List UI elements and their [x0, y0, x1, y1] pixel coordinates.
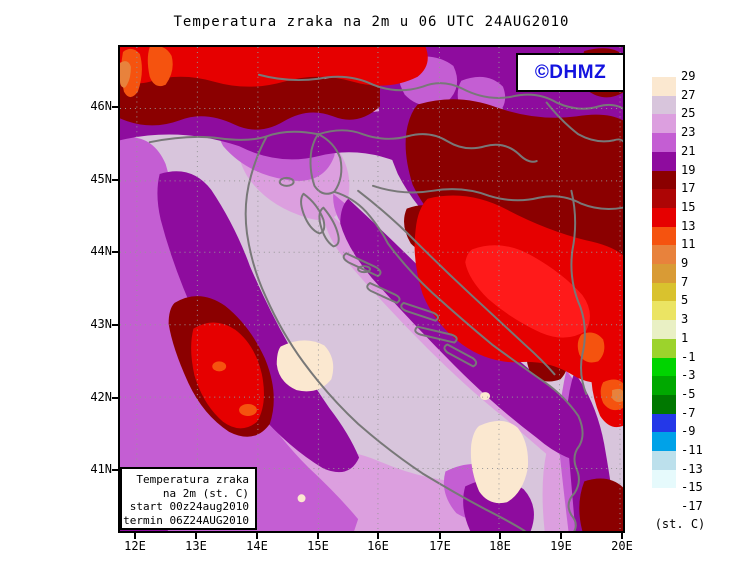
- colorbar-tick--1: -1: [681, 349, 696, 364]
- lat-tick: [112, 397, 118, 399]
- colorbar-block-cm3_m1: [652, 357, 676, 377]
- colorbar-tick-11: 11: [681, 237, 696, 252]
- colorbar-tick--3: -3: [681, 368, 696, 383]
- run-info-line-1: Temperatura zraka: [136, 473, 249, 486]
- colorbar-block-c13_15: [652, 207, 676, 228]
- colorbar-tick--15: -15: [681, 480, 703, 495]
- colorbar-tick-13: 13: [681, 218, 696, 233]
- run-info-line-4: termin 06Z24AUG2010: [123, 513, 249, 527]
- lon-label-18E: 18E: [489, 539, 511, 553]
- colorbar-tick--13: -13: [681, 461, 703, 476]
- lon-tick: [317, 533, 319, 539]
- region-9-11: [120, 61, 623, 403]
- colorbar-block-c15_17: [652, 189, 676, 209]
- colorbar-block-cm17_m15: [652, 488, 676, 508]
- colorbar-block-c9_11: [652, 245, 676, 265]
- lon-tick: [499, 533, 501, 539]
- lat-tick: [112, 469, 118, 471]
- lat-tick: [112, 324, 118, 326]
- colorbar-tick-15: 15: [681, 199, 696, 214]
- colorbar-tick-3: 3: [681, 312, 689, 327]
- colorbar-tick--5: -5: [681, 386, 696, 401]
- lat-label-41N: 41N: [90, 462, 112, 476]
- colorbar-block-c23_25: [652, 114, 676, 134]
- colorbar-block-cm15_m13: [652, 469, 676, 489]
- colorbar-tick-19: 19: [681, 162, 696, 177]
- colorbar-tick-25: 25: [681, 106, 696, 121]
- lon-tick: [256, 533, 258, 539]
- coastlines-and-borders: [148, 73, 623, 531]
- lon-tick: [377, 533, 379, 539]
- dhmz-logo-text: ©DHMZ: [534, 61, 607, 83]
- colorbar-block-c19_21: [652, 151, 676, 171]
- lon-tick: [621, 533, 623, 539]
- lat-tick: [112, 179, 118, 181]
- lon-label-12E: 12E: [124, 539, 146, 553]
- colorbar-block-cm1_1: [652, 338, 676, 358]
- colorbar-tick--11: -11: [681, 443, 703, 457]
- colorbar-tick-21: 21: [681, 143, 696, 158]
- lon-tick: [195, 533, 197, 539]
- run-info-line-2: na 2m (st. C): [162, 486, 249, 500]
- colorbar-tick-27: 27: [681, 87, 696, 102]
- colorbar-block-cm13_m11: [652, 451, 676, 471]
- run-info-box: Temperatura zraka na 2m (st. C) start 00…: [120, 467, 257, 530]
- page-title: Temperatura zraka na 2m u 06 UTC 24AUG20…: [173, 14, 570, 30]
- colorbar-tick-17: 17: [681, 181, 696, 196]
- lon-label-13E: 13E: [185, 539, 207, 553]
- lon-tick: [439, 533, 441, 539]
- colorbar-tick-29: 29: [681, 69, 696, 83]
- lat-tick: [112, 106, 118, 108]
- run-info-line-3: start 00z24aug2010: [129, 500, 249, 513]
- lat-label-45N: 45N: [90, 172, 112, 186]
- colorbar-tick-5: 5: [681, 293, 689, 308]
- lat-label-46N: 46N: [90, 99, 112, 113]
- colorbar-block-cm5_m3: [652, 376, 676, 396]
- colorbar-block-cm11_m9: [652, 432, 676, 452]
- colorbar-tick-23: 23: [681, 125, 696, 140]
- colorbar-tick--9: -9: [681, 424, 696, 439]
- colorbar-block-c17_19: [652, 170, 676, 190]
- colorbar-block-c3_5: [652, 301, 676, 321]
- lon-tick: [134, 533, 136, 539]
- colorbar-tick-1: 1: [681, 330, 689, 345]
- lon-label-16E: 16E: [367, 539, 389, 553]
- lon-label-17E: 17E: [429, 539, 451, 553]
- colorbar-block-c27_29: [652, 77, 676, 97]
- map-area: ©DHMZ Temperatura zraka na 2m (st. C) st…: [118, 45, 625, 533]
- colorbar-block-c5_7: [652, 282, 676, 302]
- dhmz-logo: ©DHMZ: [516, 53, 625, 92]
- lat-tick: [112, 251, 118, 253]
- colorbar-block-cm9_m7: [652, 413, 676, 433]
- colorbar-tick-9: 9: [681, 256, 689, 270]
- lon-tick: [560, 533, 562, 539]
- colorbar-block-c1_3: [652, 320, 676, 340]
- colorbar-block-c11_13: [652, 226, 676, 246]
- colorbar-unit-label: (st. C): [654, 517, 706, 531]
- colorbar-block-c7_9: [652, 264, 676, 284]
- colorbar-block-c25_27: [652, 95, 676, 115]
- colorbar-tick--7: -7: [681, 405, 696, 420]
- lon-label-15E: 15E: [307, 539, 329, 553]
- lat-label-44N: 44N: [90, 244, 112, 258]
- temperature-contour-map: [120, 47, 623, 531]
- lon-label-14E: 14E: [246, 539, 268, 553]
- colorbar-tick--17: -17: [681, 499, 703, 514]
- lon-label-19E: 19E: [550, 539, 572, 553]
- colorbar-block-c21_23: [652, 133, 676, 153]
- colorbar-block-cm7_m5: [652, 394, 676, 415]
- colorbar-tick-7: 7: [681, 274, 689, 289]
- lat-label-43N: 43N: [90, 317, 112, 331]
- lat-label-42N: 42N: [90, 390, 112, 404]
- lon-label-20E: 20E: [611, 539, 633, 553]
